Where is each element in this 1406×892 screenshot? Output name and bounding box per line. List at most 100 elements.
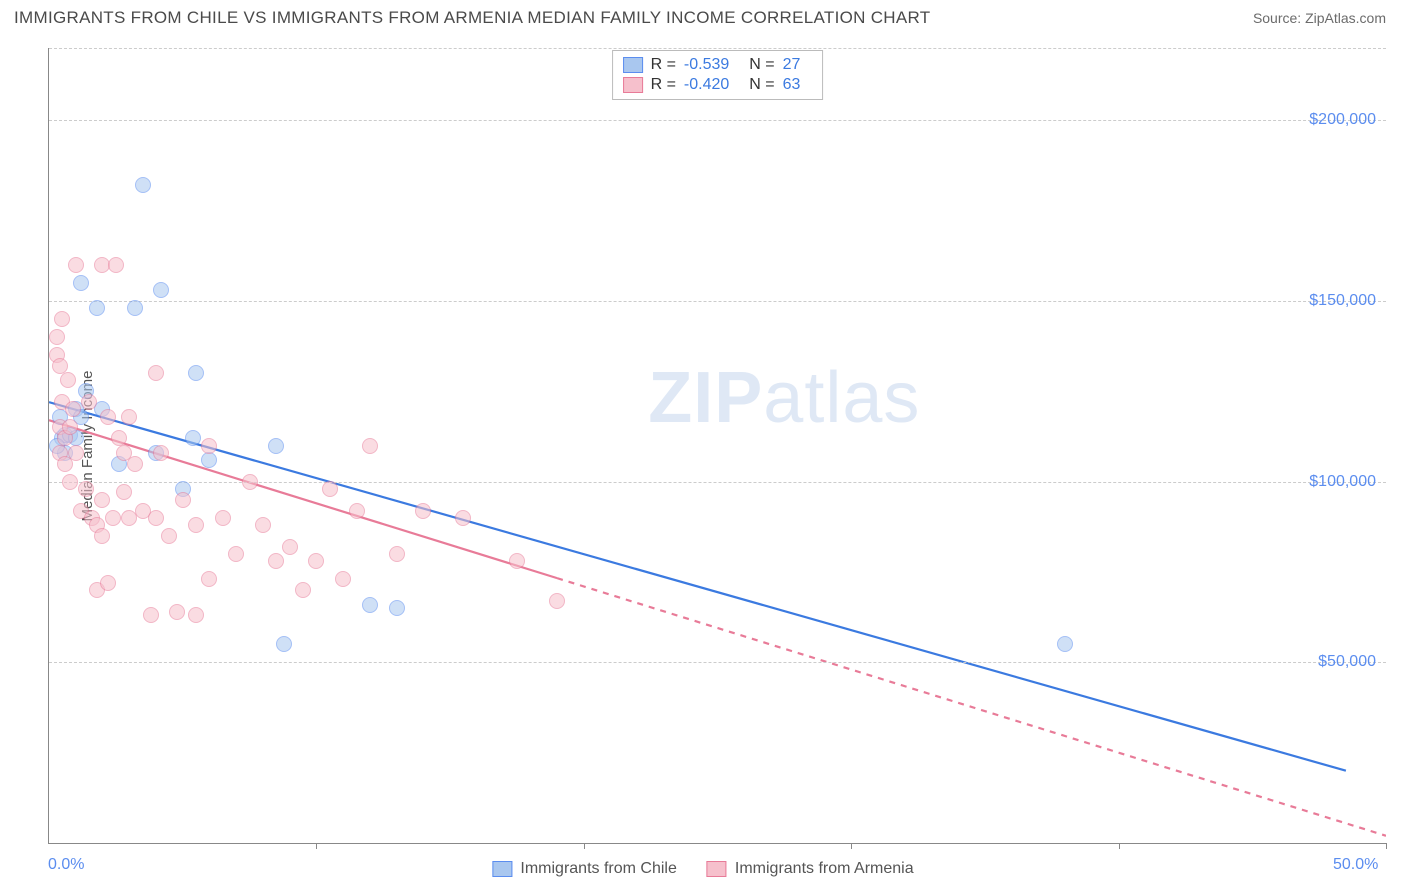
data-point-armenia [169, 604, 185, 620]
data-point-chile [188, 365, 204, 381]
scatter-chart: ZIPatlas R = -0.539 N = 27 R = -0.420 N … [48, 48, 1386, 844]
data-point-chile [201, 452, 217, 468]
data-point-armenia [143, 607, 159, 623]
correlation-legend: R = -0.539 N = 27 R = -0.420 N = 63 [612, 50, 824, 100]
data-point-armenia [68, 257, 84, 273]
data-point-armenia [62, 474, 78, 490]
watermark: ZIPatlas [648, 357, 920, 439]
data-point-armenia [62, 419, 78, 435]
data-point-armenia [549, 593, 565, 609]
data-point-armenia [121, 409, 137, 425]
data-point-armenia [161, 528, 177, 544]
data-point-armenia [255, 517, 271, 533]
y-tick-label: $150,000 [1309, 292, 1376, 310]
data-point-armenia [127, 456, 143, 472]
data-point-armenia [215, 510, 231, 526]
x-tick-mark [584, 843, 585, 849]
legend-item-armenia: Immigrants from Armenia [707, 860, 914, 878]
chart-header: IMMIGRANTS FROM CHILE VS IMMIGRANTS FROM… [0, 0, 1406, 32]
correlation-row-chile: R = -0.539 N = 27 [623, 55, 813, 75]
legend-item-chile: Immigrants from Chile [492, 860, 676, 878]
data-point-armenia [60, 372, 76, 388]
data-point-armenia [94, 528, 110, 544]
data-point-chile [135, 177, 151, 193]
y-tick-label: $200,000 [1309, 111, 1376, 129]
correlation-row-armenia: R = -0.420 N = 63 [623, 75, 813, 95]
source-attribution: Source: ZipAtlas.com [1253, 10, 1386, 26]
n-value-chile: 27 [783, 56, 801, 74]
data-point-chile [389, 600, 405, 616]
data-point-chile [185, 430, 201, 446]
n-label: N = [749, 56, 774, 74]
swatch-armenia [623, 77, 643, 93]
data-point-armenia [49, 329, 65, 345]
gridline-h [49, 301, 1386, 302]
data-point-armenia [201, 438, 217, 454]
watermark-atlas: atlas [763, 358, 920, 438]
data-point-armenia [81, 394, 97, 410]
x-tick-mark [316, 843, 317, 849]
gridline-h [49, 120, 1386, 121]
data-point-armenia [100, 409, 116, 425]
data-point-chile [362, 597, 378, 613]
gridline-h [49, 48, 1386, 49]
regression-line-dashed-armenia [557, 578, 1386, 836]
data-point-chile [73, 275, 89, 291]
data-point-armenia [349, 503, 365, 519]
data-point-armenia [308, 553, 324, 569]
data-point-armenia [65, 401, 81, 417]
series-legend: Immigrants from Chile Immigrants from Ar… [492, 860, 913, 878]
data-point-armenia [78, 481, 94, 497]
data-point-armenia [322, 481, 338, 497]
x-tick-mark [1386, 843, 1387, 849]
legend-label-armenia: Immigrants from Armenia [735, 860, 914, 878]
data-point-chile [89, 300, 105, 316]
x-tick-mark [851, 843, 852, 849]
data-point-armenia [188, 517, 204, 533]
r-label: R = [651, 56, 676, 74]
data-point-armenia [415, 503, 431, 519]
data-point-armenia [188, 607, 204, 623]
data-point-armenia [389, 546, 405, 562]
data-point-armenia [108, 257, 124, 273]
data-point-armenia [54, 311, 70, 327]
data-point-armenia [148, 510, 164, 526]
x-tick-mark [1119, 843, 1120, 849]
data-point-armenia [201, 571, 217, 587]
gridline-h [49, 662, 1386, 663]
x-tick-max: 50.0% [1333, 856, 1378, 874]
watermark-zip: ZIP [648, 358, 763, 438]
data-point-armenia [362, 438, 378, 454]
r-value-armenia: -0.420 [684, 76, 729, 94]
y-tick-label: $100,000 [1309, 473, 1376, 491]
y-tick-label: $50,000 [1318, 653, 1376, 671]
data-point-armenia [455, 510, 471, 526]
regression-lines [49, 48, 1386, 843]
n-value-armenia: 63 [783, 76, 801, 94]
data-point-armenia [228, 546, 244, 562]
data-point-chile [276, 636, 292, 652]
data-point-armenia [335, 571, 351, 587]
data-point-armenia [153, 445, 169, 461]
data-point-armenia [105, 510, 121, 526]
data-point-armenia [295, 582, 311, 598]
data-point-armenia [282, 539, 298, 555]
data-point-armenia [242, 474, 258, 490]
data-point-chile [268, 438, 284, 454]
n-label: N = [749, 76, 774, 94]
r-value-chile: -0.539 [684, 56, 729, 74]
r-label: R = [651, 76, 676, 94]
swatch-chile-icon [492, 861, 512, 877]
data-point-armenia [68, 445, 84, 461]
regression-line-chile [49, 402, 1346, 771]
data-point-chile [127, 300, 143, 316]
data-point-chile [1057, 636, 1073, 652]
data-point-armenia [148, 365, 164, 381]
data-point-armenia [175, 492, 191, 508]
legend-label-chile: Immigrants from Chile [520, 860, 676, 878]
data-point-armenia [94, 492, 110, 508]
swatch-chile [623, 57, 643, 73]
data-point-armenia [268, 553, 284, 569]
data-point-chile [153, 282, 169, 298]
chart-title: IMMIGRANTS FROM CHILE VS IMMIGRANTS FROM… [14, 8, 930, 28]
